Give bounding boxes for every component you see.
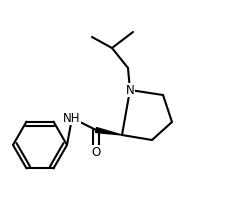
Text: N: N: [126, 84, 134, 97]
Text: O: O: [91, 145, 101, 158]
Text: NH: NH: [63, 112, 81, 125]
Polygon shape: [95, 128, 122, 135]
